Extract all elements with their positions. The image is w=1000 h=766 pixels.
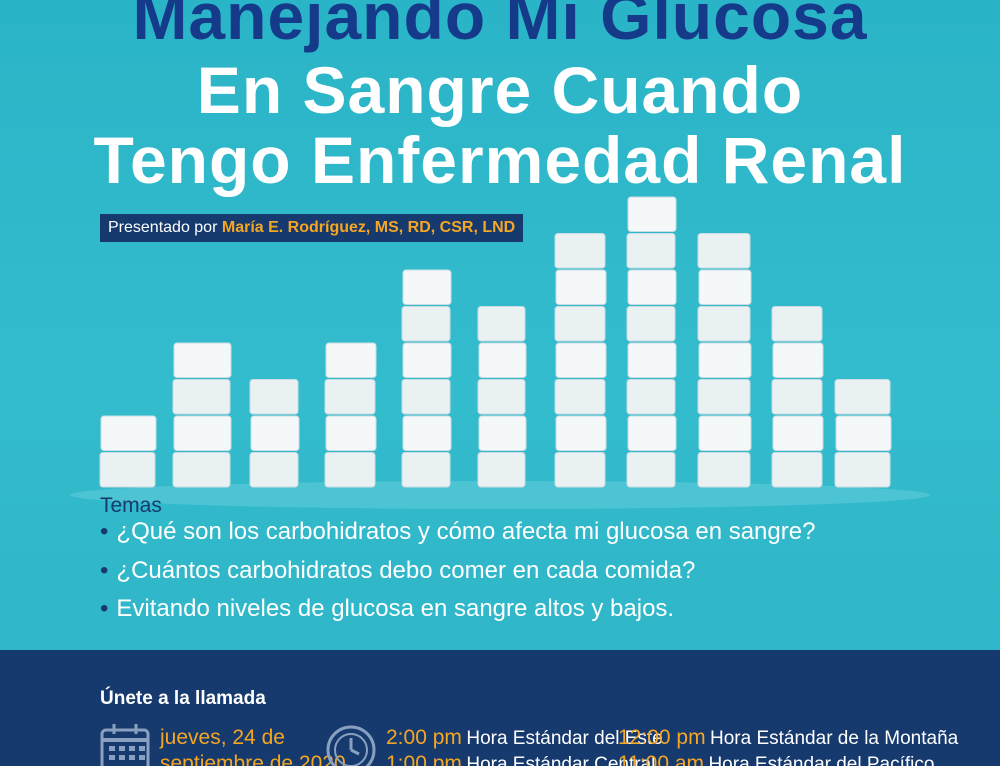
sugar-cube: [477, 306, 526, 342]
sugar-cube: [250, 415, 300, 451]
sugar-cube: [698, 415, 752, 451]
sugar-cube: [834, 452, 891, 488]
time-zone: Hora Estándar del Este: [466, 728, 663, 749]
sugar-cube: [477, 452, 526, 488]
sugar-cube: [555, 415, 607, 451]
sugar-cube: [627, 196, 677, 232]
sugar-cube: [554, 379, 606, 415]
sugar-cube: [99, 452, 156, 488]
date: jueves, 24 de: [160, 726, 285, 749]
time: 11:00 am: [618, 752, 704, 766]
sugar-cube: [698, 342, 752, 378]
presenter: Presentado por María E. Rodríguez, MS, R…: [100, 214, 524, 242]
time: 2:00 pm: [386, 726, 462, 749]
sugar-cube: [477, 379, 526, 415]
sugar-cube: [554, 233, 606, 269]
sugar-cube: [772, 415, 824, 451]
time: 1:00 pm: [386, 752, 462, 766]
time-row: 11:00 am Hora Estándar del Pacífico: [618, 752, 934, 766]
sugar-cube: [478, 342, 527, 378]
call-heading: Únete a la llamada: [100, 688, 266, 709]
sugar-cube: [249, 379, 299, 415]
sugar-cube: [402, 269, 452, 305]
sugar-cube: [835, 415, 892, 451]
topic: • Evitando niveles de glucosa en sangre a…: [100, 595, 675, 622]
sugar-cube: [626, 452, 676, 488]
time: 12:00 pm: [618, 726, 706, 749]
sugar-cube: [402, 342, 452, 378]
presenter-name: María E. Rodríguez, MS, RD, CSR, LND: [221, 219, 516, 236]
sugar-cube: [626, 233, 676, 269]
sugar-cube: [554, 306, 606, 342]
sugar-cube: [772, 342, 824, 378]
time-zone: Hora Estándar de la Montaña: [710, 728, 959, 749]
sugar-cube: [325, 415, 377, 451]
sugar-cube: [627, 342, 677, 378]
time-row: 12:00 pm Hora Estándar de la Montaña: [618, 726, 958, 750]
sugar-cube: [626, 306, 676, 342]
sugar-cube: [402, 415, 452, 451]
calendar-icon: [100, 724, 150, 766]
topic-text: ¿Qué son los carbohidratos y cómo afecta…: [116, 518, 816, 545]
sugar-cube: [324, 379, 376, 415]
sugar-cube: [834, 379, 891, 415]
sugar-cube: [698, 269, 752, 305]
sugar-cube: [555, 342, 607, 378]
time-row: 2:00 pm Hora Estándar del Este: [386, 726, 663, 750]
sugar-cube: [401, 306, 451, 342]
hero: Manejando Mi Glucosa En Sangre Cuando Te…: [0, 0, 1000, 650]
sugar-cube: [771, 379, 823, 415]
call-panel: Únete a la llamada jueves, 24 de septiem…: [0, 650, 1000, 766]
sugar-cube: [172, 452, 231, 488]
sugar-cube: [697, 452, 751, 488]
sugar-cube: [697, 306, 751, 342]
topic: • ¿Cuántos carbohidratos debo comer en ca…: [100, 557, 696, 584]
topic-text: Evitando niveles de glucosa en sangre al…: [116, 595, 675, 622]
sugar-cube: [627, 269, 677, 305]
sugar-cube: [173, 342, 232, 378]
sugar-cube: [697, 379, 751, 415]
sugar-cube: [554, 452, 606, 488]
date: septiembre de 2020: [160, 752, 346, 766]
clock-icon: [326, 725, 376, 766]
sugar-cube: [626, 379, 676, 415]
sugar-cube: [173, 415, 232, 451]
sugar-cube: [100, 415, 157, 451]
sugar-cube: [325, 342, 377, 378]
time-zone: Hora Estándar Central: [466, 754, 656, 766]
sugar-cube: [478, 415, 527, 451]
sugar-cube: [697, 233, 751, 269]
table-surface: [70, 481, 930, 509]
topics-heading: Temas: [100, 494, 162, 517]
time-zone: Hora Estándar del Pacífico: [708, 754, 935, 766]
sugar-cubes: [70, 196, 930, 509]
sugar-cube: [627, 415, 677, 451]
presenter-prefix: Presentado por: [108, 219, 218, 236]
title-line: Manejando Mi Glucosa: [132, 0, 868, 53]
sugar-cube: [771, 452, 823, 488]
sugar-cube: [555, 269, 607, 305]
topic-text: ¿Cuántos carbohidratos debo comer en cad…: [116, 557, 696, 584]
sugar-cube: [249, 452, 299, 488]
time-row: 1:00 pm Hora Estándar Central: [386, 752, 655, 766]
sugar-cube: [401, 452, 451, 488]
title-line: Tengo Enfermedad Renal: [93, 123, 907, 197]
topic: • ¿Qué son los carbohidratos y cómo afect…: [100, 518, 816, 545]
title-line: En Sangre Cuando: [196, 53, 804, 127]
sugar-cube: [172, 379, 231, 415]
sugar-cube: [771, 306, 823, 342]
sugar-cube: [401, 379, 451, 415]
sugar-cube: [324, 452, 376, 488]
